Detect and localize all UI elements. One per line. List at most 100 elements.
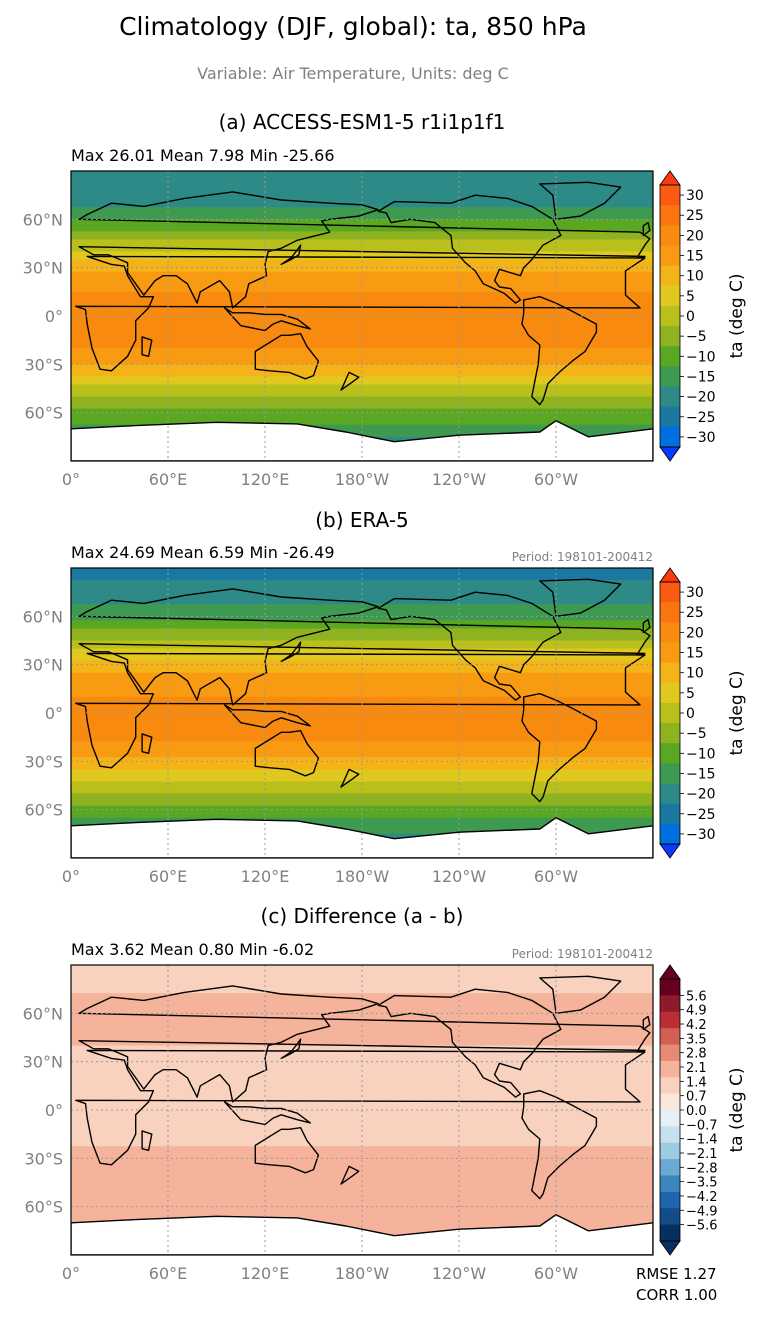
colorbar-tick-label: 0.7 bbox=[686, 1090, 707, 1105]
figure-subtitle: Variable: Air Temperature, Units: deg C bbox=[197, 64, 509, 83]
colorbar-segment bbox=[660, 582, 680, 603]
zonal-band bbox=[71, 688, 653, 694]
coastline-uk bbox=[642, 221, 651, 237]
colorbar-label: ta (deg C) bbox=[727, 273, 747, 358]
figure-title: Climatology (DJF, global): ta, 850 hPa bbox=[119, 12, 587, 41]
x-tick-label: 0° bbox=[62, 1264, 80, 1283]
colorbar-tick-label: −25 bbox=[686, 807, 716, 823]
zonal-band bbox=[71, 773, 653, 779]
coastline-uk bbox=[642, 618, 651, 634]
zonal-band bbox=[71, 817, 653, 823]
coastline-europe-asia bbox=[78, 588, 651, 706]
zonal-band bbox=[71, 785, 653, 791]
coastline-africa bbox=[75, 652, 646, 769]
zonal-band bbox=[71, 420, 653, 426]
panel-c-period: Period: 198101-200412 bbox=[511, 947, 653, 961]
zonal-band bbox=[71, 332, 653, 337]
coastline-greenland bbox=[539, 975, 622, 1014]
colorbar-label: ta (deg C) bbox=[727, 670, 747, 755]
colorbar-tick-label: −4.2 bbox=[686, 1190, 718, 1205]
colorbar-tick-label: 15 bbox=[686, 249, 704, 265]
zonal-band bbox=[71, 207, 653, 212]
zonal-band bbox=[71, 749, 653, 754]
zonal-band bbox=[71, 604, 653, 609]
colorbar-extend-bottom bbox=[659, 843, 681, 859]
coastline-new-zealand bbox=[340, 768, 360, 788]
colorbar-tick-label: 5.6 bbox=[686, 989, 707, 1004]
colorbar-tick-label: −30 bbox=[686, 430, 716, 446]
coastline-indonesia bbox=[223, 307, 311, 332]
zonal-band bbox=[71, 1045, 653, 1051]
zonal-band bbox=[71, 965, 653, 970]
map-frame bbox=[70, 567, 654, 859]
zonal-band bbox=[71, 1069, 653, 1075]
x-tick-label: 120°W bbox=[432, 1264, 487, 1283]
coastline-antarctica bbox=[71, 420, 653, 461]
colorbar-tick-label: −25 bbox=[686, 410, 716, 426]
zonal-band bbox=[71, 1061, 653, 1067]
colorbar-tick-label: 30 bbox=[686, 188, 704, 204]
y-tick-label: 0° bbox=[45, 1101, 63, 1120]
zonal-band bbox=[71, 684, 653, 690]
colorbar-segment bbox=[660, 763, 680, 784]
x-tick-label: 120°W bbox=[432, 867, 487, 886]
colorbar-tick-label: 20 bbox=[686, 625, 704, 641]
zonal-band bbox=[71, 1025, 653, 1031]
colorbar-tick-label: 4.2 bbox=[686, 1018, 707, 1033]
zonal-band bbox=[71, 1001, 653, 1006]
colorbar-tick-label: −30 bbox=[686, 827, 716, 843]
x-tick-label: 180°W bbox=[335, 470, 390, 489]
coastline-madagascar bbox=[141, 1130, 153, 1151]
panel-a-stats: Max 26.01 Mean 7.98 Min -25.66 bbox=[71, 146, 335, 165]
zonal-band bbox=[71, 1101, 653, 1107]
y-tick-label: 0° bbox=[45, 307, 63, 326]
zonal-band bbox=[71, 660, 653, 666]
coastline-europe-asia bbox=[78, 985, 651, 1103]
y-tick-label: 30°N bbox=[23, 259, 63, 278]
x-tick-label: 180°W bbox=[335, 867, 390, 886]
zonal-band bbox=[71, 1085, 653, 1091]
zonal-band bbox=[71, 725, 653, 730]
coastline-uk bbox=[642, 1015, 651, 1031]
x-tick-label: 60°E bbox=[149, 1264, 187, 1283]
colorbar-segment bbox=[660, 783, 680, 805]
colorbar-segment bbox=[660, 305, 680, 327]
colorbar-extend-bottom bbox=[659, 446, 681, 462]
y-tick-label: 30°S bbox=[24, 1149, 63, 1168]
coastline-antarctica bbox=[71, 817, 653, 858]
zonal-band bbox=[71, 396, 653, 402]
zonal-band bbox=[71, 247, 653, 253]
y-tick-label: 60°N bbox=[23, 210, 63, 229]
coastline-australia bbox=[254, 1127, 320, 1174]
zonal-band bbox=[71, 1142, 653, 1147]
colorbar-segment bbox=[660, 1093, 680, 1111]
colorbar-segment bbox=[660, 642, 680, 664]
colorbar-extend-top bbox=[659, 964, 681, 980]
colorbar-tick-label: 10 bbox=[686, 666, 704, 682]
colorbar-tick-label: −1.4 bbox=[686, 1133, 718, 1148]
zonal-band bbox=[71, 580, 653, 585]
colorbar-tick-label: 0 bbox=[686, 309, 695, 325]
panel-b-title: (b) ERA-5 bbox=[315, 508, 409, 532]
zonal-band bbox=[71, 640, 653, 646]
coastline-africa bbox=[75, 1049, 646, 1166]
zonal-band bbox=[71, 263, 653, 269]
zonal-band bbox=[71, 275, 653, 281]
colorbar-tick-label: 10 bbox=[686, 269, 704, 285]
y-tick-label: 60°S bbox=[24, 404, 63, 423]
colorbar-segment bbox=[660, 1159, 680, 1176]
zonal-band bbox=[71, 1005, 653, 1010]
colorbar-segment bbox=[660, 1028, 680, 1045]
colorbar-segment bbox=[660, 1126, 680, 1144]
colorbar-segment bbox=[660, 245, 680, 267]
zonal-band bbox=[71, 1089, 653, 1095]
zonal-band bbox=[71, 985, 653, 990]
zonal-band bbox=[71, 408, 653, 414]
colorbar-segment bbox=[660, 185, 680, 206]
zonal-band bbox=[71, 203, 653, 208]
colorbar-segment bbox=[660, 662, 680, 684]
colorbar-segment bbox=[660, 386, 680, 408]
coastline-europe-asia bbox=[78, 191, 651, 309]
colorbar-extend-bottom bbox=[659, 1240, 681, 1256]
coastline-greenland bbox=[539, 181, 622, 220]
